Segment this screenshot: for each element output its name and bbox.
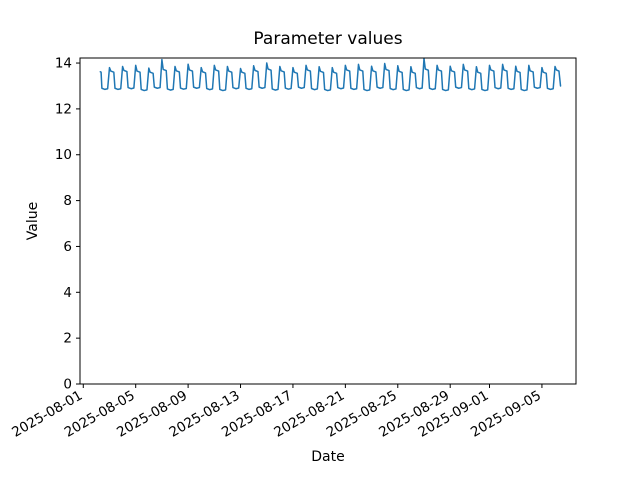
plot-area (79, 57, 577, 385)
y-tick-label: 12 (55, 101, 72, 117)
y-tick-label: 14 (55, 56, 72, 72)
y-tick-label: 8 (63, 193, 72, 209)
y-tick-label: 4 (63, 285, 72, 301)
y-tick-label: 10 (55, 147, 72, 163)
y-tick-label: 0 (63, 377, 72, 393)
x-axis-label: Date (311, 449, 345, 465)
series-line (99, 57, 562, 92)
y-tick-label: 2 (63, 331, 72, 347)
chart-title: Parameter values (253, 29, 403, 49)
y-tick-label: 6 (63, 239, 72, 255)
